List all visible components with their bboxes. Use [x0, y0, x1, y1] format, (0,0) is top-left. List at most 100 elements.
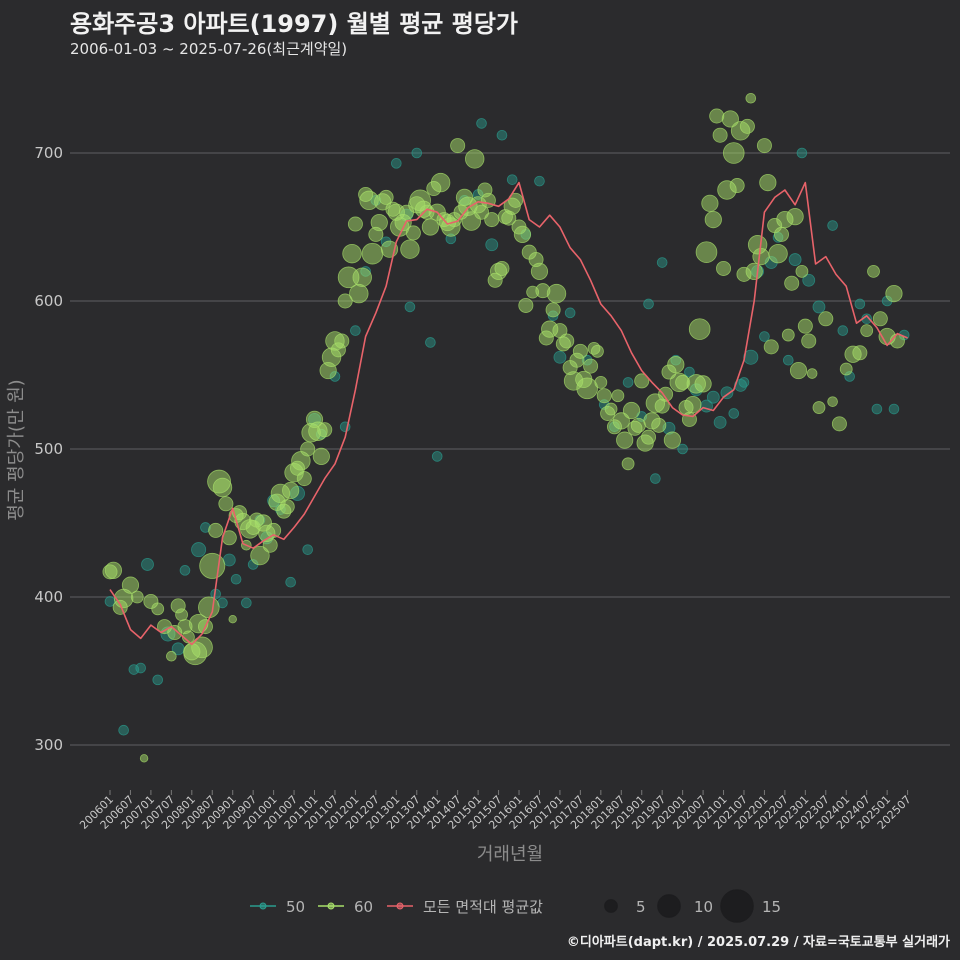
data-point-50: [837, 325, 849, 336]
average-line-group: [109, 181, 908, 646]
legend-key-dot: [327, 902, 335, 910]
data-point-60: [763, 339, 779, 355]
data-point-60: [400, 239, 420, 259]
data-point-50: [230, 573, 242, 585]
data-point-60: [596, 388, 612, 404]
data-point-60: [604, 402, 618, 416]
data-point-60: [663, 431, 682, 449]
data-point-50: [720, 386, 734, 400]
data-point-60: [641, 429, 657, 445]
data-point-60: [175, 608, 188, 622]
data-point-60: [860, 324, 874, 338]
legend-size-circle: [604, 899, 618, 913]
data-point-50: [135, 662, 146, 674]
data-point-60: [621, 457, 635, 471]
data-point-50: [812, 300, 826, 314]
data-point-50: [485, 238, 499, 252]
data-point-60: [721, 110, 739, 128]
data-point-50: [782, 354, 794, 366]
data-point-60: [773, 226, 789, 242]
data-point-50: [888, 403, 900, 415]
data-point-60: [695, 241, 718, 263]
data-point-60: [572, 343, 588, 359]
data-point-60: [530, 262, 549, 280]
data-point-50: [496, 129, 508, 141]
data-point-60: [212, 477, 233, 498]
y-tick-label: 500: [34, 440, 63, 458]
data-point-60: [342, 243, 362, 264]
data-point-60: [867, 264, 880, 278]
data-point-50: [656, 257, 668, 268]
data-point-60: [104, 561, 123, 579]
data-point-50: [622, 377, 634, 388]
data-point-60: [839, 362, 853, 376]
legend-key-dot: [396, 902, 404, 910]
y-axis-ticks: 300 400 500 600 700: [34, 144, 63, 754]
data-point-50: [854, 298, 866, 310]
data-point-60: [594, 375, 608, 389]
series-60: [102, 92, 905, 763]
data-point-60: [591, 344, 604, 358]
data-point-50: [118, 724, 129, 736]
data-point-60: [545, 302, 561, 318]
data-point-50: [425, 337, 436, 348]
data-point-60: [852, 345, 868, 361]
data-point-60: [465, 149, 485, 169]
data-point-60: [513, 225, 532, 243]
data-point-50: [713, 415, 727, 429]
data-point-60: [130, 590, 144, 604]
data-point-60: [688, 318, 711, 340]
data-point-60: [337, 293, 353, 309]
data-point-60: [228, 615, 237, 624]
data-point-50: [643, 298, 654, 310]
data-point-60: [701, 194, 719, 212]
data-point-50: [391, 158, 402, 169]
data-point-50: [128, 664, 140, 675]
data-point-60: [781, 328, 795, 342]
data-point-60: [262, 537, 278, 553]
data-point-60: [694, 375, 712, 393]
data-point-60: [612, 412, 630, 430]
data-point-60: [784, 275, 800, 291]
data-point-50: [788, 253, 802, 266]
data-point-60: [474, 204, 490, 220]
data-point-60: [296, 471, 312, 487]
data-point-60: [759, 174, 777, 192]
data-point-50: [650, 473, 661, 484]
data-point-60: [199, 552, 226, 579]
footer-credit: ©디아파트(dapt.kr) / 2025.07.29 / 자료=국토교통부 실…: [566, 935, 950, 950]
data-point-60: [139, 754, 149, 763]
data-point-50: [141, 558, 154, 571]
data-point-60: [831, 416, 847, 432]
data-point-60: [370, 213, 388, 232]
legend-key-dot: [259, 902, 267, 910]
data-point-60: [616, 431, 634, 449]
data-point-50: [152, 674, 164, 686]
data-point-60: [622, 401, 641, 420]
x-axis-label: 거래년월: [477, 844, 543, 865]
data-point-50: [302, 544, 313, 555]
data-point-60: [121, 576, 140, 594]
data-point-60: [818, 311, 834, 327]
legend-label: 모든 면적대 평균값: [423, 898, 543, 916]
data-point-60: [786, 208, 804, 226]
data-point-60: [349, 283, 369, 304]
data-point-60: [667, 356, 685, 374]
data-point-50: [796, 147, 808, 159]
data-point-60: [658, 386, 674, 402]
data-point-60: [704, 211, 722, 229]
chart-subtitle: 2006-01-03 ~ 2025-07-26(최근계약일): [70, 40, 348, 58]
data-point-60: [218, 496, 234, 512]
data-point-60: [282, 481, 300, 500]
data-point-60: [334, 333, 350, 349]
y-tick-label: 300: [34, 736, 63, 754]
data-point-60: [266, 522, 282, 538]
data-point-50: [191, 542, 207, 558]
data-point-50: [759, 331, 770, 342]
data-point-50: [684, 366, 695, 378]
data-point-60: [546, 283, 567, 304]
legend-size-circle: [657, 894, 681, 918]
data-point-60: [812, 401, 826, 414]
data-point-60: [279, 499, 295, 515]
data-point-60: [250, 545, 270, 566]
